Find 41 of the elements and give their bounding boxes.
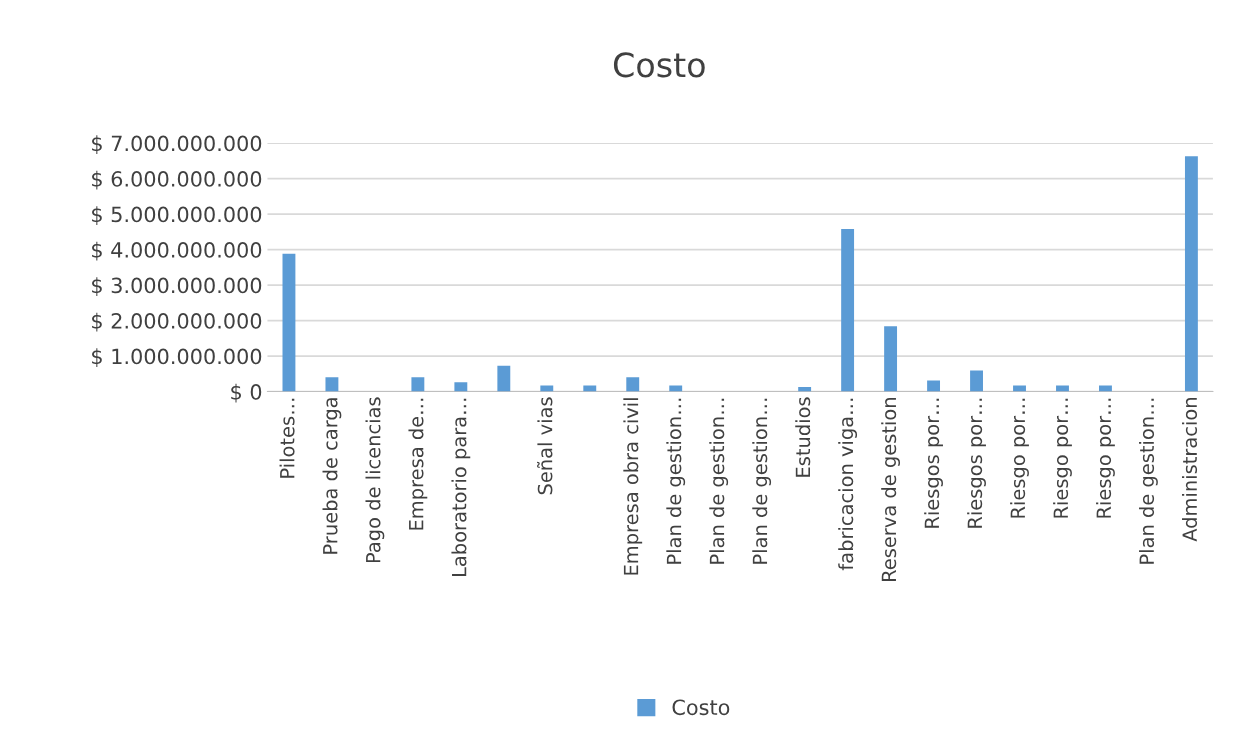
- bar: [1184, 156, 1198, 392]
- bar: [970, 370, 983, 392]
- y-tick-label: $ 1.000.000.000: [92, 348, 262, 368]
- x-tick-label: Riesgo por…: [1096, 398, 1115, 518]
- bar: [411, 377, 425, 392]
- bar: [626, 377, 640, 392]
- x-tick-label: Plan de gestion…: [666, 398, 686, 564]
- x-tick-label: Plan de gestion…: [1139, 398, 1158, 564]
- x-tick-label: Riesgo por…: [1010, 398, 1029, 518]
- bar: [497, 365, 511, 392]
- x-tick-label: Riesgos por…: [924, 398, 943, 528]
- bar: [282, 253, 296, 392]
- x-tick-label: Laboratorio para…: [451, 398, 471, 577]
- bar: [325, 377, 339, 392]
- legend-label: Costo: [672, 699, 730, 716]
- x-tick-label: Pago de licencias: [365, 397, 385, 563]
- chart-title: Costo: [613, 52, 705, 78]
- y-tick-label: $ 4.000.000.000: [92, 241, 262, 261]
- x-tick-label: Estudios: [795, 397, 811, 477]
- y-tick-label: $ 5.000.000.000: [92, 206, 262, 226]
- x-tick-label: fabricacion viga…: [838, 398, 858, 571]
- x-tick-label: Pilotes…: [279, 398, 295, 478]
- bar: [884, 326, 898, 392]
- y-tick-label: $ 0: [231, 383, 262, 403]
- y-tick-label: $ 6.000.000.000: [92, 170, 262, 190]
- x-tick-label: Señal vias: [537, 397, 553, 495]
- y-tick-label: $ 2.000.000.000: [92, 312, 262, 332]
- y-tick-label: $ 3.000.000.000: [92, 277, 262, 297]
- x-tick-label: Prueba de carga: [322, 398, 342, 554]
- bar: [454, 382, 468, 392]
- x-tick-label: Empresa de…: [408, 398, 428, 530]
- y-tick-label: $ 7.000.000.000: [92, 135, 262, 155]
- x-tick-label: Empresa obra civil: [623, 398, 643, 575]
- bar: [841, 228, 855, 392]
- bar: [927, 380, 941, 392]
- x-tick-label: Riesgos por…: [967, 398, 986, 528]
- x-tick-label: Riesgo por…: [1053, 398, 1072, 518]
- x-tick-label: Plan de gestion…: [752, 398, 772, 564]
- x-tick-label: Reserva de gestion: [881, 398, 900, 581]
- x-tick-label: Plan de gestion…: [709, 398, 729, 564]
- x-tick-label: Administracion: [1182, 398, 1198, 542]
